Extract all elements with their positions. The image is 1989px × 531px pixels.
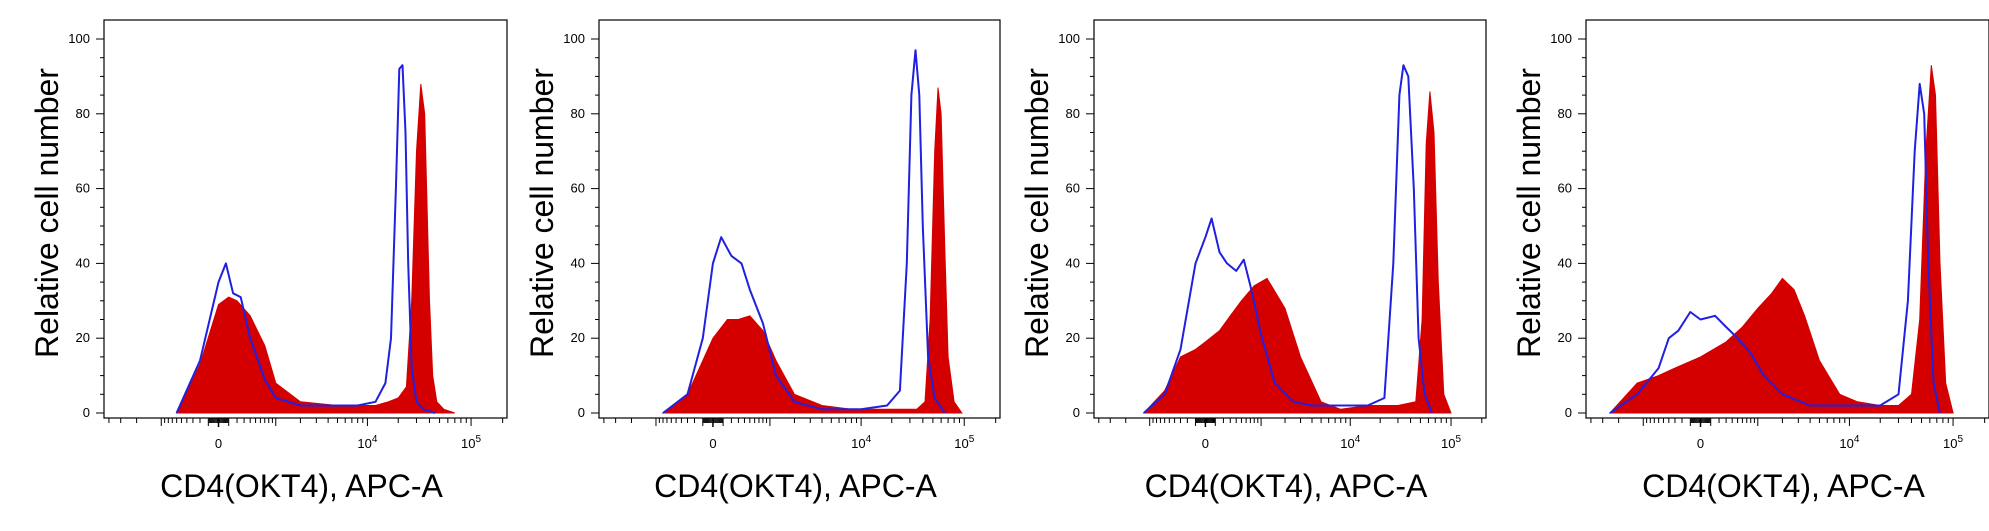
y-axis-label: Relative cell number xyxy=(1511,68,1547,358)
plot-frame xyxy=(1093,19,1487,419)
y-tick-label: 20 xyxy=(571,330,585,345)
y-tick-label: 100 xyxy=(563,31,585,46)
y-tick-label: 20 xyxy=(1066,330,1080,345)
y-tick-label: 80 xyxy=(571,106,585,121)
x-tick-label: 104 xyxy=(1839,434,1859,451)
y-axis-label: Relative cell number xyxy=(524,68,560,358)
x-tick-label: 104 xyxy=(851,434,871,451)
x-tick-label: 105 xyxy=(954,434,974,451)
chart-panel-2: 0 20 40 60 80 100 0 104 105 Relative cell number C… xyxy=(524,19,1001,504)
y-tick-label: 60 xyxy=(1558,181,1572,196)
y-tick-label: 100 xyxy=(1058,31,1080,46)
y-tick-label: 0 xyxy=(1565,405,1572,420)
chart-panel-4: 0 20 40 60 80 100 0 104 105 Relative cell number C… xyxy=(1511,19,1989,504)
x-axis-label: CD4(OKT4), APC-A xyxy=(160,468,443,504)
y-tick-label: 100 xyxy=(1550,31,1572,46)
chart-panel-1: 0 20 40 60 80 100 0 104 105 Relative cell number C… xyxy=(29,19,508,504)
y-tick-label: 0 xyxy=(83,405,90,420)
x-tick-label: 104 xyxy=(357,434,377,451)
y-tick-label: 40 xyxy=(76,255,90,270)
x-axis-label: CD4(OKT4), APC-A xyxy=(654,468,937,504)
histogram-stained-filled xyxy=(175,83,455,414)
y-tick-label: 40 xyxy=(1558,255,1572,270)
y-tick-label: 20 xyxy=(76,330,90,345)
y-tick-label: 60 xyxy=(1066,181,1080,196)
histogram-stained-filled xyxy=(1142,91,1452,414)
histogram-control-outline xyxy=(1143,64,1433,414)
x-tick-label: 0 xyxy=(215,436,222,451)
x-tick-label: 105 xyxy=(461,434,481,451)
plot-frame xyxy=(598,19,1001,419)
y-tick-label: 100 xyxy=(68,31,90,46)
y-axis-label: Relative cell number xyxy=(1019,68,1055,358)
y-tick-label: 80 xyxy=(76,106,90,121)
x-tick-label: 0 xyxy=(1202,436,1209,451)
x-tick-label: 104 xyxy=(1340,434,1360,451)
x-tick-label: 0 xyxy=(1697,436,1704,451)
x-tick-label: 105 xyxy=(1441,434,1461,451)
histogram-stained-filled xyxy=(661,87,963,414)
y-tick-label: 0 xyxy=(578,405,585,420)
histogram-control-outline xyxy=(175,64,436,414)
y-tick-label: 80 xyxy=(1558,106,1572,121)
plot-frame xyxy=(103,19,508,419)
y-tick-label: 40 xyxy=(571,255,585,270)
y-axis-label: Relative cell number xyxy=(29,68,65,358)
x-tick-label: 105 xyxy=(1943,434,1963,451)
histogram-control-outline xyxy=(662,49,946,414)
histogram-stained-filled xyxy=(1608,65,1954,414)
x-axis-label: CD4(OKT4), APC-A xyxy=(1145,468,1428,504)
y-tick-label: 80 xyxy=(1066,106,1080,121)
plot-frame xyxy=(1585,19,1989,419)
chart-panel-3: 0 20 40 60 80 100 0 104 105 Relative cell number C… xyxy=(1019,19,1487,504)
histogram-control-outline xyxy=(1609,82,1941,414)
y-tick-label: 20 xyxy=(1558,330,1572,345)
y-tick-label: 40 xyxy=(1066,255,1080,270)
x-tick-label: 0 xyxy=(709,436,716,451)
x-axis-label: CD4(OKT4), APC-A xyxy=(1642,468,1925,504)
y-tick-label: 0 xyxy=(1073,405,1080,420)
y-tick-label: 60 xyxy=(76,181,90,196)
y-tick-label: 60 xyxy=(571,181,585,196)
